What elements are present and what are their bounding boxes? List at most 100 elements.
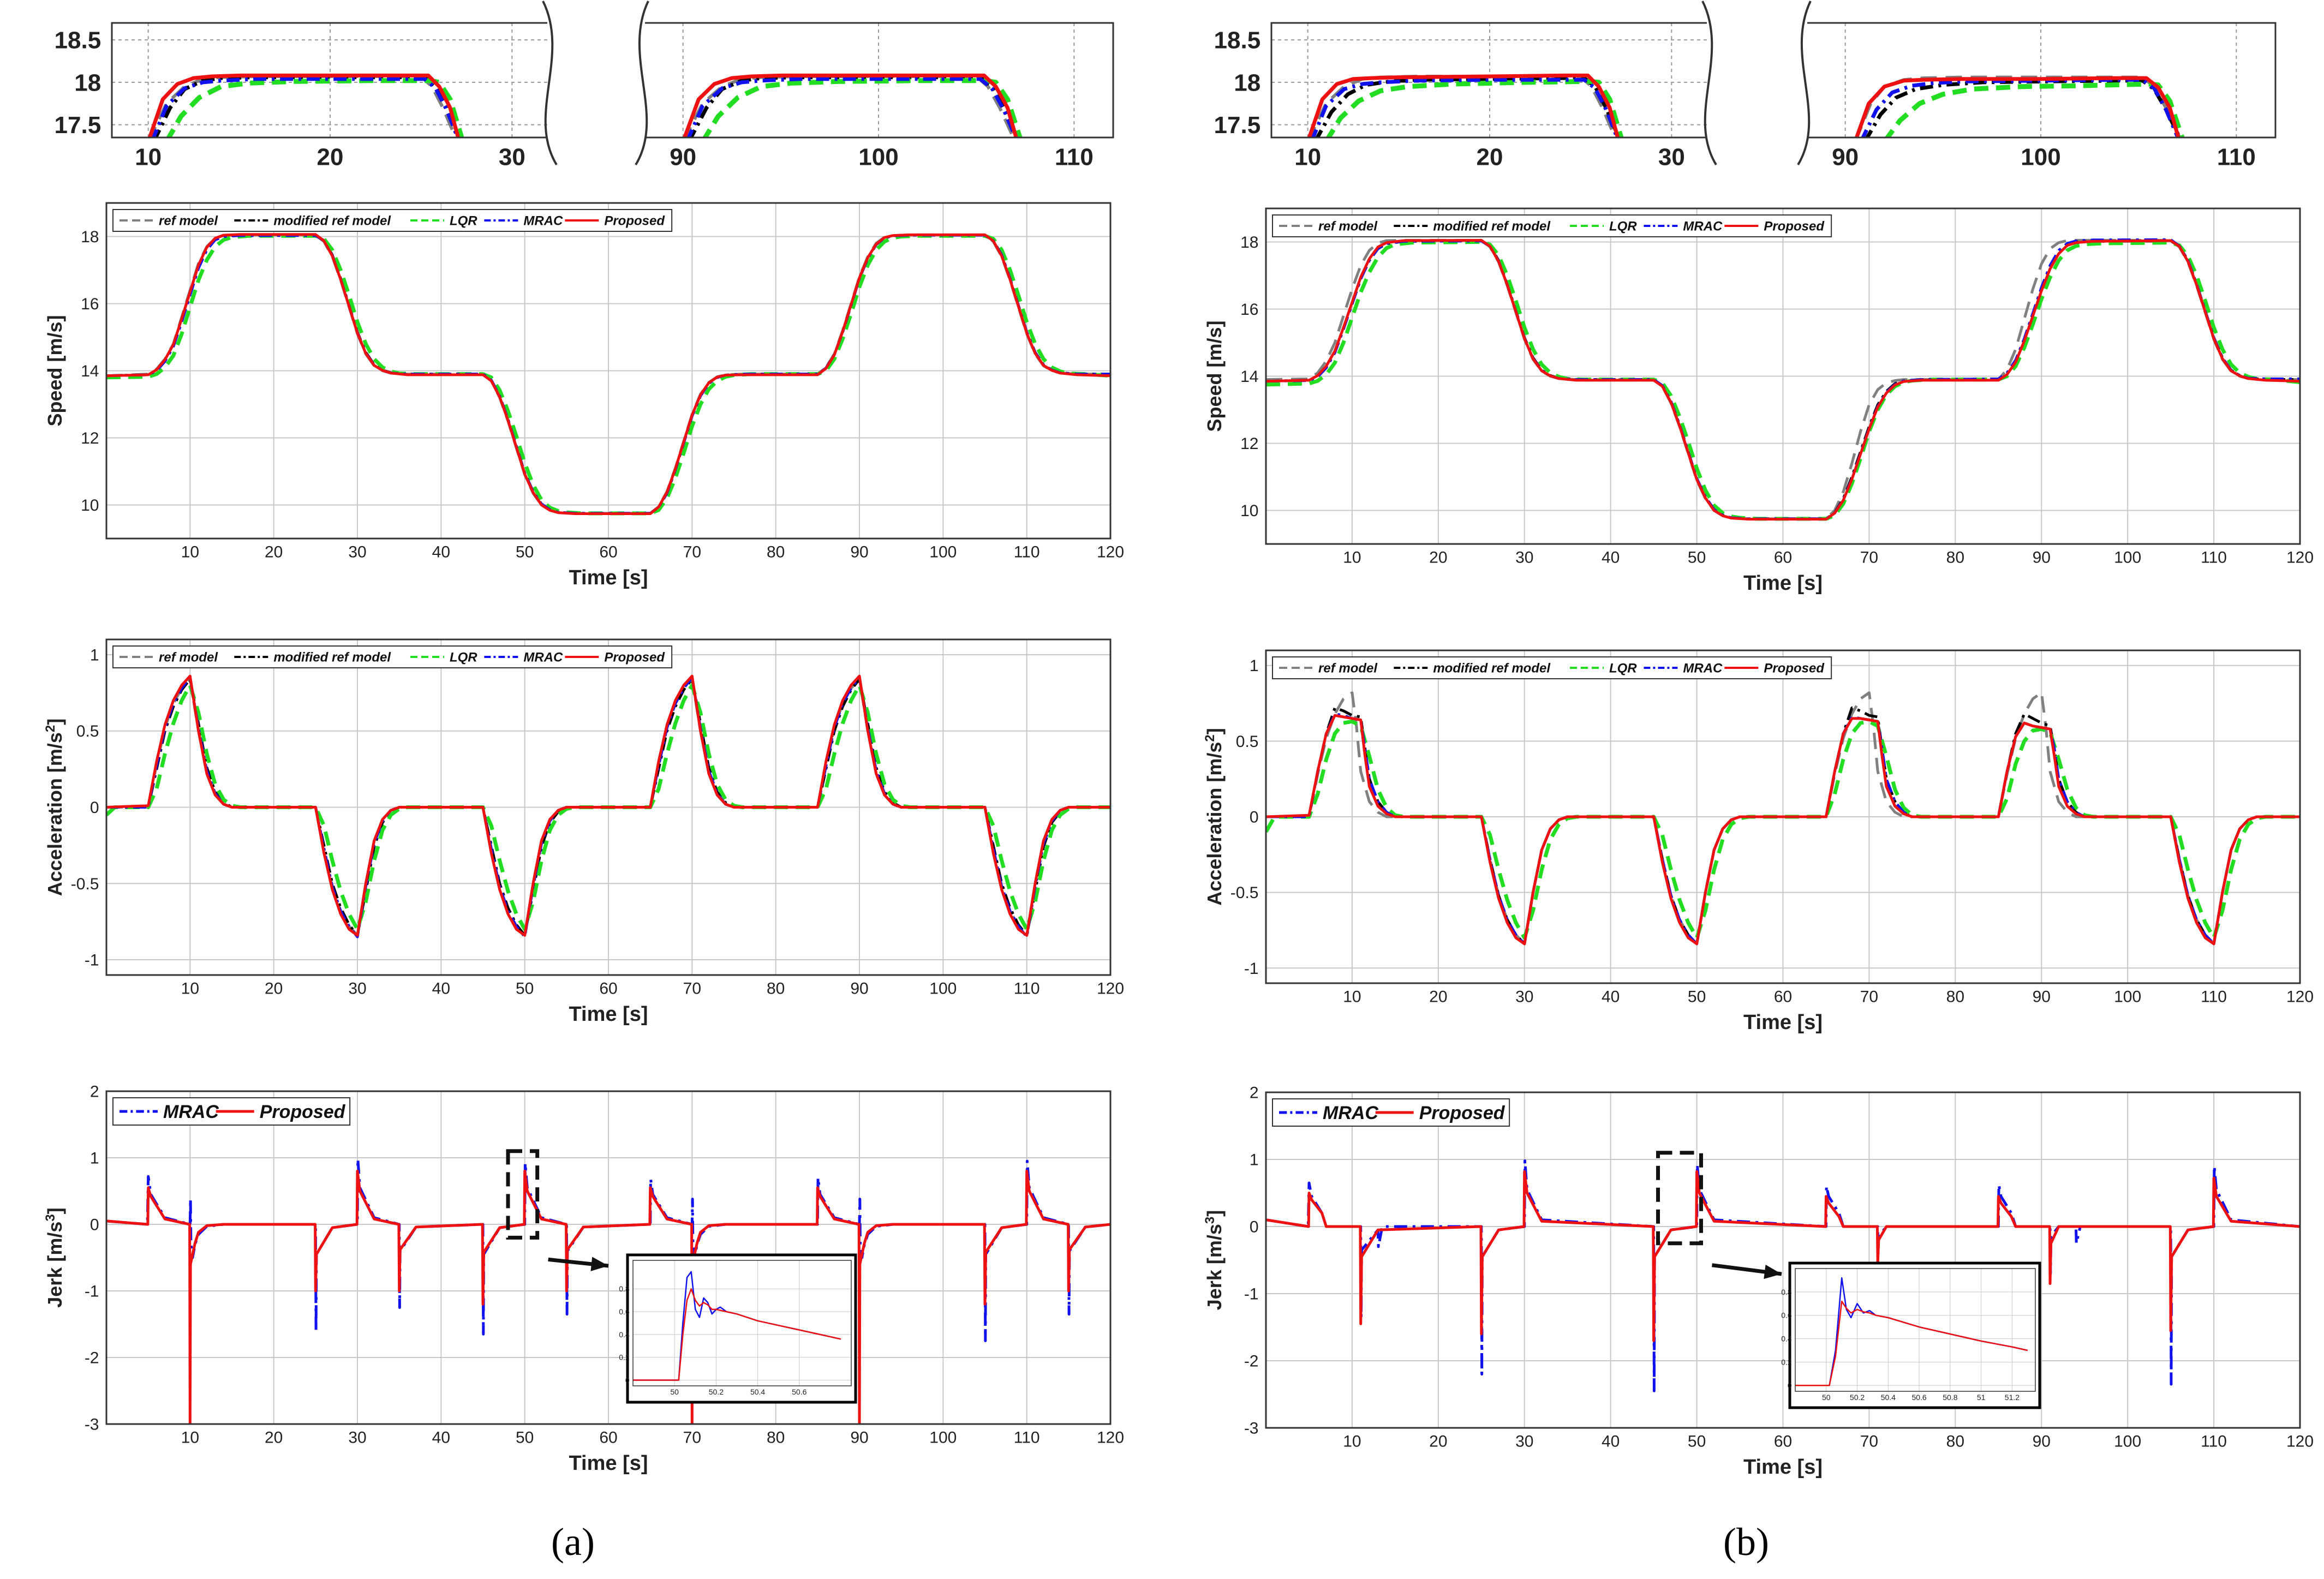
x-tick-label: 20: [1429, 1433, 1447, 1451]
x-tick-label: 40: [1602, 1433, 1620, 1451]
x-tick-label: 70: [683, 1429, 701, 1447]
axis-break: [1797, 1, 1812, 166]
axis-break: [635, 1, 649, 166]
legend-label: ref model: [1318, 661, 1378, 676]
x-tick-label: 40: [432, 1429, 450, 1447]
y-tick-label: 18: [74, 69, 101, 96]
axes-box: [105, 202, 1112, 540]
y-tick-label: 0: [90, 1216, 99, 1234]
y-tick-label: -3: [85, 1416, 99, 1434]
grid: [1266, 208, 2301, 544]
x-tick-label: 40: [432, 980, 450, 998]
y-tick-label: 0: [1250, 1218, 1259, 1236]
y-tick-label: 18.5: [1214, 27, 1261, 54]
y-tick-label: 18.5: [55, 27, 101, 54]
x-tick-label: 110: [1014, 1429, 1040, 1447]
series-group: [1854, 75, 2185, 137]
x-tick-label: 60: [1774, 549, 1792, 567]
series-proposed: [1854, 76, 2180, 137]
x-tick-label: 10: [181, 1429, 199, 1447]
series-proposed: [106, 674, 1110, 937]
y-tick-label: 1: [1250, 1151, 1259, 1169]
x-tick-label: 120: [2286, 1433, 2314, 1451]
legend-label: MRAC: [523, 214, 563, 229]
x-axis-label: Time [s]: [1743, 1011, 1823, 1034]
legend-label: modified ref model: [273, 650, 391, 665]
x-tick-label: 90: [850, 1429, 868, 1447]
x-tick-label: 50: [1688, 549, 1706, 567]
y-tick-label: 2: [1250, 1084, 1259, 1102]
y-axis-label: Speed [m/s]: [1203, 320, 1226, 432]
x-tick-label: 90: [850, 543, 868, 561]
x-axis-label: Time [s]: [569, 1452, 648, 1475]
y-tick-label: 18: [1234, 69, 1260, 96]
legend: MRAC Proposed: [112, 1097, 351, 1126]
legend: ref model modified ref model LQR MRAC Propos…: [1272, 656, 1832, 679]
y-tick-label: 0.4: [619, 1330, 630, 1339]
x-tick-label: 10: [181, 980, 199, 998]
legend-label: ref model: [159, 650, 218, 665]
zoom-region-box: [506, 1149, 540, 1240]
legend-label: LQR: [1609, 219, 1637, 234]
x-tick-label: 100: [2021, 144, 2060, 171]
zoom-region-box: [1656, 1151, 1703, 1246]
legend: ref model modified ref model LQR MRAC Propos…: [112, 645, 673, 668]
legend-label: MRAC: [1323, 1103, 1378, 1123]
x-tick-label: 100: [929, 543, 957, 561]
axes-box: [1265, 649, 2301, 984]
x-tick-label: 110: [2217, 144, 2256, 171]
series-group: [1266, 691, 2300, 946]
legend-label: modified ref model: [273, 214, 391, 229]
axes-box: [1265, 207, 2301, 545]
y-tick-label: -0.5: [71, 875, 99, 893]
series-mrac: [1861, 77, 2180, 137]
chart-a-zoom-2: 90 100 110: [622, 1, 1114, 171]
y-tick-label: 0.5: [76, 722, 99, 740]
x-tick-label: 80: [767, 980, 785, 998]
x-tick-label: 100: [858, 144, 898, 171]
legend-label: MRAC: [163, 1102, 219, 1122]
axis-break: [542, 1, 558, 166]
x-tick-label: 50.2: [1850, 1393, 1865, 1402]
series-mrac: [686, 77, 1018, 137]
x-tick-label: 110: [2201, 1433, 2227, 1451]
x-tick-label: 80: [1946, 1433, 1964, 1451]
x-tick-label: 80: [767, 1429, 785, 1447]
chart-b-inset: 50 50.2 50.4 50.6 50.8 51 51.2 0 0.2 0.4 0.6 0.8: [1781, 1261, 2041, 1409]
x-tick-label: 50.6: [1911, 1393, 1926, 1402]
x-tick-label: 10: [1343, 549, 1361, 567]
x-tick-label: 80: [1946, 988, 1964, 1006]
panel-label-a: (a): [551, 1520, 595, 1564]
x-tick-label: 50: [670, 1387, 679, 1396]
x-tick-label: 10: [1343, 1433, 1361, 1451]
series-lqr: [166, 78, 464, 137]
y-axis-label: Speed [m/s]: [44, 315, 66, 426]
y-axis-label: Jerk [m/s3]: [43, 1207, 67, 1307]
y-tick-label: 0.2: [619, 1353, 630, 1362]
y-tick-label: 0.5: [1236, 733, 1259, 751]
y-tick-label: 16: [81, 295, 99, 313]
x-tick-label: 120: [1097, 980, 1124, 998]
y-tick-label: 1: [90, 646, 99, 664]
series-group: [147, 73, 464, 137]
chart-a-jerk: 10 20 30 40 50 60 70 80 90 100 110 120 -3 -2 -1 0 1 2 Time…: [43, 1083, 1125, 1475]
x-tick-label: 110: [1014, 543, 1040, 561]
y-tick-label: 18: [81, 228, 99, 246]
series-proposed: [1266, 1170, 2300, 1342]
legend: ref model modified ref model LQR MRAC Propos…: [1272, 214, 1832, 237]
x-tick-label: 50.4: [1881, 1393, 1896, 1402]
x-tick-label: 20: [1429, 549, 1447, 567]
grid: [633, 1260, 851, 1386]
x-tick-label: 100: [2114, 1433, 2141, 1451]
axes-box: [632, 1260, 852, 1386]
x-tick-label: 120: [1097, 1429, 1124, 1447]
x-tick-label: 100: [929, 980, 957, 998]
series-lqr: [1884, 81, 2185, 137]
axes-box: [1795, 1268, 2036, 1392]
y-tick-label: 17.5: [55, 112, 101, 139]
x-tick-label: 10: [181, 543, 199, 561]
x-tick-label: 51.2: [2005, 1393, 2020, 1402]
y-tick-label: 0.8: [619, 1284, 630, 1293]
y-tick-label: 2: [90, 1083, 99, 1101]
x-tick-label: 20: [265, 1429, 283, 1447]
